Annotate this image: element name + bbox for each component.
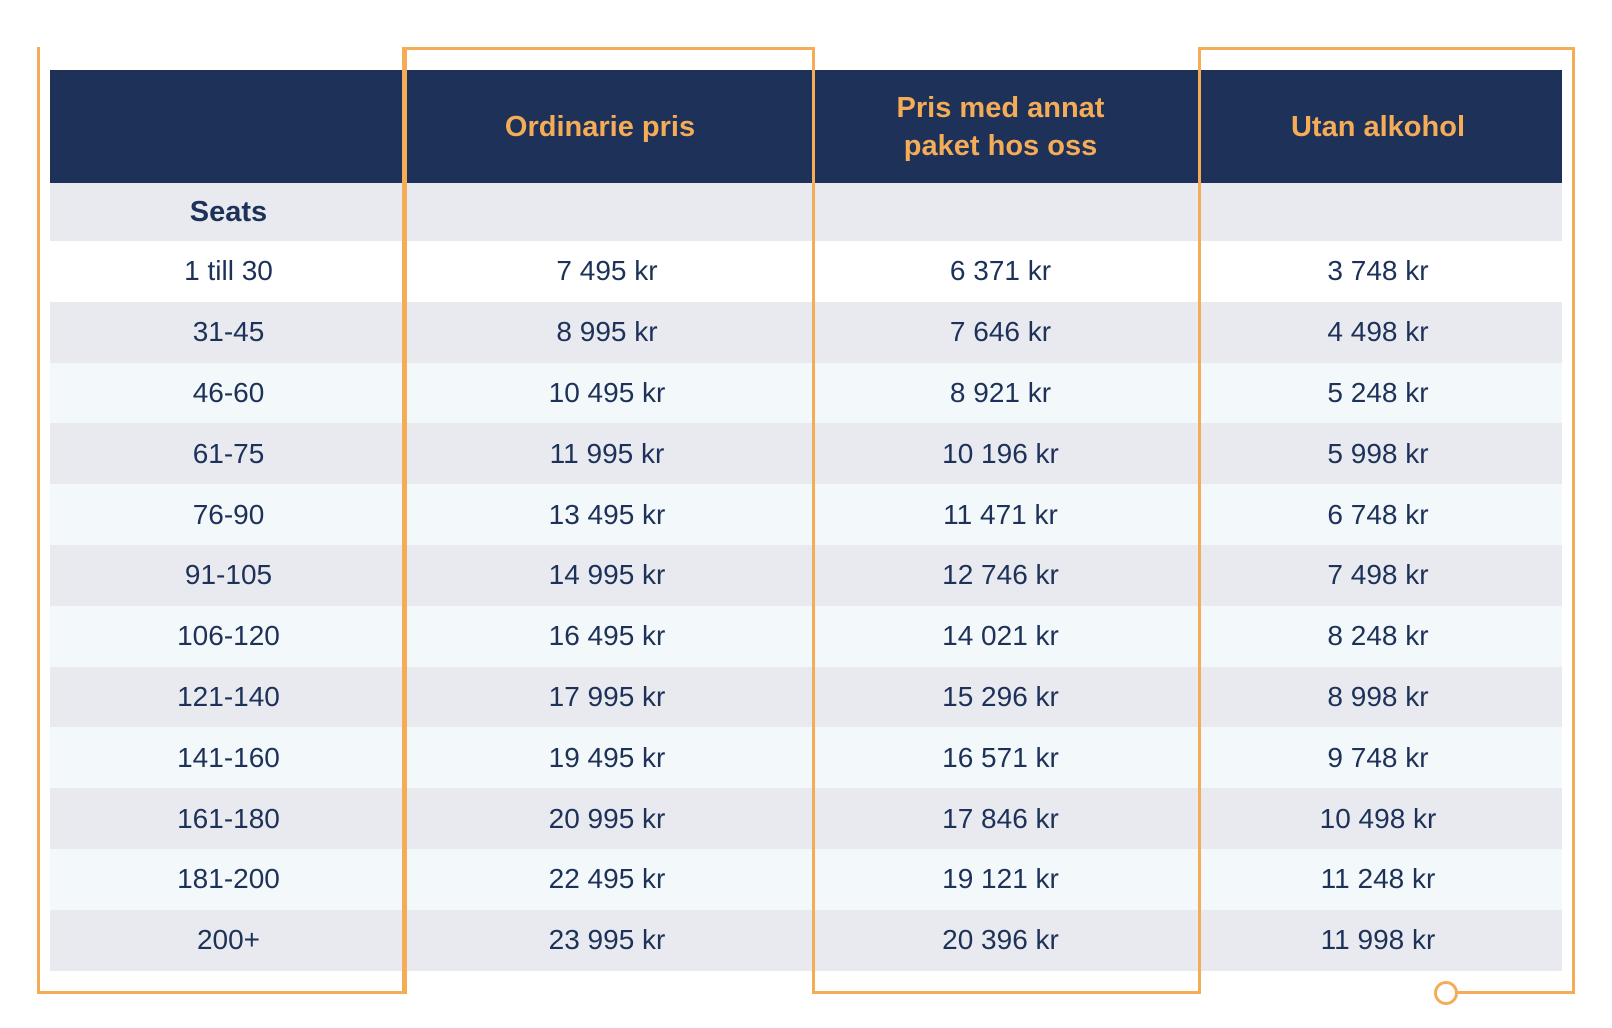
cell-ordinarie-pris: 23 995 kr <box>548 924 666 956</box>
cell-ordinarie-pris: 8 995 kr <box>556 316 658 348</box>
cell-utan-alkohol: 3 748 kr <box>1327 255 1429 287</box>
table-row: 46-60 10 495 kr 8 921 kr 5 248 kr <box>50 362 1562 424</box>
cell-ordinarie-pris: 13 495 kr <box>548 498 666 530</box>
table-row: 31-45 8 995 kr 7 646 kr 4 498 kr <box>50 301 1562 363</box>
cell-utan-alkohol: 6 748 kr <box>1327 498 1429 530</box>
table-row: 141-160 19 495 kr 16 571 kr 9 748 kr <box>50 727 1562 789</box>
cell-pris-med-annat-paket: 15 296 kr <box>942 680 1059 712</box>
cell-pris-med-annat-paket: 6 371 kr <box>949 255 1052 287</box>
cell-utan-alkohol: 10 498 kr <box>1319 802 1437 834</box>
cell-seats: 141-160 <box>177 741 280 773</box>
cell-pris-med-annat-paket: 8 921 kr <box>949 376 1052 408</box>
cell-seats: 91-105 <box>184 559 273 591</box>
cell-seats: 200+ <box>196 924 261 956</box>
header-cell-empty <box>50 70 407 183</box>
cell-seats: 181-200 <box>177 863 280 895</box>
cell-ordinarie-pris: 16 495 kr <box>548 620 666 652</box>
cell-utan-alkohol: 7 498 kr <box>1327 559 1429 591</box>
cell-ordinarie-pris: 19 495 kr <box>548 741 666 773</box>
cell-pris-med-annat-paket: 19 121 kr <box>942 863 1059 895</box>
cell-ordinarie-pris: 10 495 kr <box>548 376 666 408</box>
frame-circle-marker <box>1434 981 1458 1005</box>
frame-bottom-right-line <box>1457 991 1575 994</box>
cell-utan-alkohol: 8 248 kr <box>1327 620 1429 652</box>
cell-ordinarie-pris: 22 495 kr <box>548 863 666 895</box>
cell-utan-alkohol: 9 748 kr <box>1327 741 1429 773</box>
cell-utan-alkohol: 11 248 kr <box>1320 863 1436 895</box>
cell-ordinarie-pris: 7 495 kr <box>556 255 658 287</box>
cell-pris-med-annat-paket: 17 846 kr <box>942 802 1059 834</box>
table-body: 1 till 30 7 495 kr 6 371 kr 3 748 kr 31-45 8 … <box>50 241 1562 971</box>
table-row: 1 till 30 7 495 kr 6 371 kr 3 748 kr <box>50 241 1562 302</box>
cell-utan-alkohol: 8 998 kr <box>1327 680 1429 712</box>
cell-ordinarie-pris: 11 995 kr <box>549 437 665 469</box>
cell-seats: 161-180 <box>177 802 280 834</box>
table-header: Ordinarie pris Pris med annat paket hos … <box>50 70 1562 183</box>
cell-pris-med-annat-paket: 10 196 kr <box>942 437 1059 469</box>
cell-utan-alkohol: 5 998 kr <box>1327 437 1429 469</box>
cell-pris-med-annat-paket: 14 021 kr <box>942 620 1059 652</box>
cell-pris-med-annat-paket: 11 471 kr <box>943 498 1058 530</box>
cell-utan-alkohol: 4 498 kr <box>1327 316 1429 348</box>
seats-label: Seats <box>189 195 268 228</box>
cell-ordinarie-pris: 17 995 kr <box>548 680 666 712</box>
seats-subheader-row: Seats <box>50 183 1562 241</box>
cell-seats: 76-90 <box>192 498 265 530</box>
cell-ordinarie-pris: 14 995 kr <box>548 559 666 591</box>
table-row: 76-90 13 495 kr 11 471 kr 6 748 kr <box>50 484 1562 545</box>
cell-seats: 31-45 <box>192 316 265 348</box>
table-row: 91-105 14 995 kr 12 746 kr 7 498 kr <box>50 544 1562 606</box>
cell-ordinarie-pris: 20 995 kr <box>548 802 666 834</box>
cell-pris-med-annat-paket: 7 646 kr <box>949 316 1052 348</box>
header-pris-med-annat-paket: Pris med annat paket hos oss <box>896 91 1105 162</box>
cell-utan-alkohol: 5 248 kr <box>1327 376 1429 408</box>
header-ordinarie-pris: Ordinarie pris <box>504 110 696 143</box>
cell-utan-alkohol: 11 998 kr <box>1320 924 1436 956</box>
cell-pris-med-annat-paket: 20 396 kr <box>942 924 1059 956</box>
table-row: 61-75 11 995 kr 10 196 kr 5 998 kr <box>50 423 1562 485</box>
table-row: 200+ 23 995 kr 20 396 kr 11 998 kr <box>50 909 1562 971</box>
cell-seats: 46-60 <box>192 376 265 408</box>
cell-seats: 61-75 <box>192 437 265 469</box>
cell-seats: 121-140 <box>177 680 280 712</box>
cell-pris-med-annat-paket: 16 571 kr <box>942 741 1059 773</box>
table-row: 161-180 20 995 kr 17 846 kr 10 498 kr <box>50 788 1562 849</box>
table-row: 181-200 22 495 kr 19 121 kr 11 248 kr <box>50 848 1562 910</box>
cell-seats: 1 till 30 <box>184 255 273 287</box>
cell-pris-med-annat-paket: 12 746 kr <box>942 559 1059 591</box>
cell-seats: 106-120 <box>177 620 280 652</box>
table-row: 121-140 17 995 kr 15 296 kr 8 998 kr <box>50 666 1562 728</box>
header-utan-alkohol: Utan alkohol <box>1290 110 1465 143</box>
table-row: 106-120 16 495 kr 14 021 kr 8 248 kr <box>50 605 1562 667</box>
